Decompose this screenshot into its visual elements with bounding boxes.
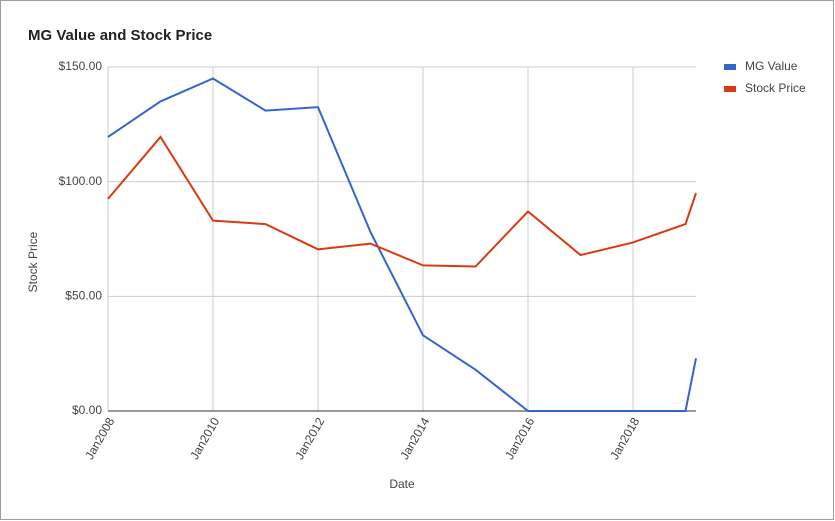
y-tick-label: $100.00 [59, 174, 103, 188]
chart-title: MG Value and Stock Price [28, 27, 212, 44]
y-axis-label: Stock Price [26, 231, 40, 292]
legend-swatch [724, 86, 736, 92]
legend-label: Stock Price [745, 81, 806, 95]
x-axis-label: Date [389, 477, 415, 491]
legend-label: MG Value [745, 59, 798, 73]
line-series [107, 77, 697, 412]
y-tick-label: $150.00 [59, 59, 103, 73]
legend-swatch [724, 64, 736, 70]
y-tick-label: $50.00 [65, 289, 102, 303]
line-series [107, 135, 697, 268]
y-tick-label: $0.00 [72, 403, 102, 417]
